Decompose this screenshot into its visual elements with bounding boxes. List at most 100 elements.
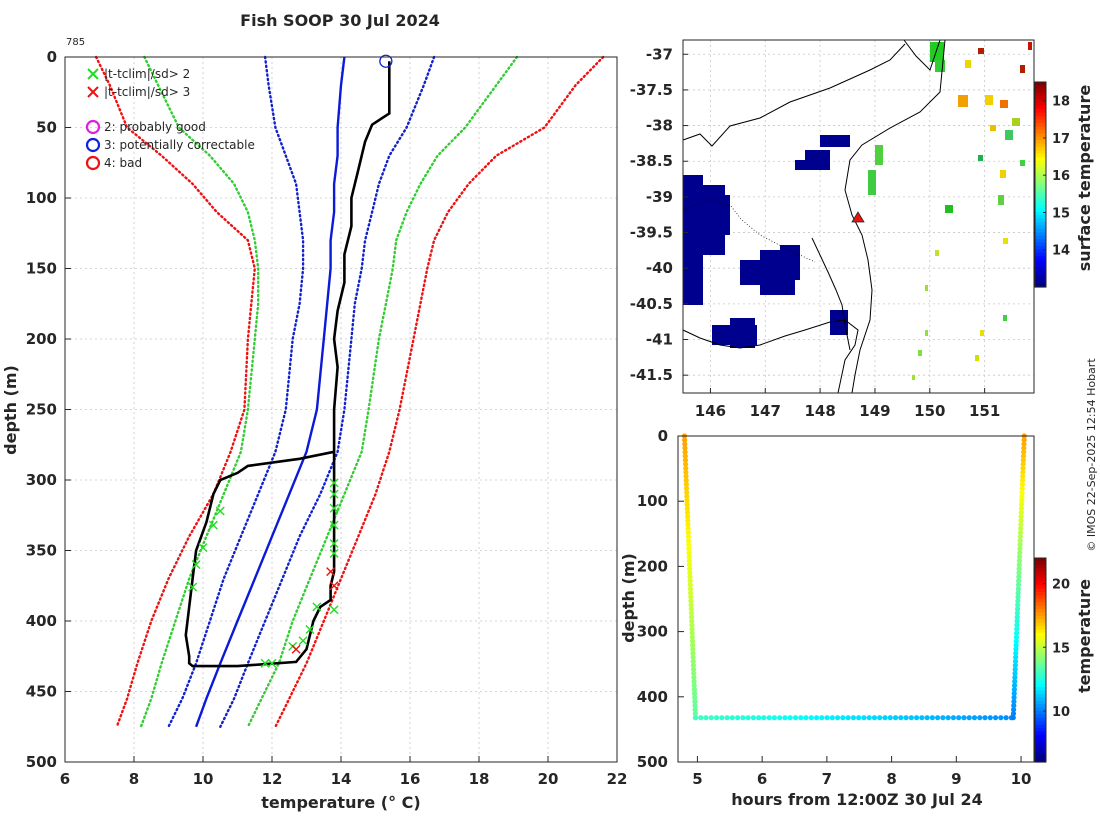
section-dot xyxy=(1011,707,1017,713)
section-ylabel: depth (m) xyxy=(619,553,638,643)
tick-label-y: 400 xyxy=(26,612,57,630)
colorbar-segment xyxy=(1035,187,1046,192)
sst-pixel xyxy=(975,355,979,361)
section-dot xyxy=(692,711,698,717)
section-dot xyxy=(813,715,820,721)
section-dot xyxy=(1011,690,1017,697)
section-dot xyxy=(971,715,978,721)
section-dot xyxy=(688,614,695,620)
section-dot xyxy=(935,715,941,721)
sst-map-panel[interactable]: 146 147 148 149 150 151 -37 -37.5 -38 -38.5 -39 -39… xyxy=(630,39,1094,420)
section-dot xyxy=(913,715,920,721)
colorbar-segment xyxy=(1035,259,1046,264)
map-tick-label-y: -37 xyxy=(646,45,673,63)
map-tick-label-x: 146 xyxy=(695,402,726,420)
colorbar-segment xyxy=(1035,174,1046,179)
map-axes-box xyxy=(682,39,1035,394)
map-colorbar-label: surface temperature xyxy=(1075,85,1094,272)
colorbar-segment xyxy=(1035,246,1046,251)
profile-panel[interactable]: 6 8 10 12 14 16 18 20 22 0 50 100 150 200 250 300 350 400… xyxy=(1,37,627,812)
sst-pixel xyxy=(945,205,953,213)
tick-label-x: 6 xyxy=(60,770,70,788)
series-observed-profile xyxy=(184,61,391,668)
section-dot xyxy=(686,554,692,560)
colorbar-segment xyxy=(1035,269,1046,274)
section-colorbar-segment xyxy=(1035,615,1046,620)
profile-id-label: 785 xyxy=(66,37,85,48)
section-dot xyxy=(690,642,696,648)
section-dot xyxy=(808,715,814,721)
map-tick-label-y: -39 xyxy=(646,188,673,206)
section-dot xyxy=(1016,574,1022,580)
section-dot xyxy=(689,622,695,628)
flag-red-cross xyxy=(326,567,336,577)
flag-green-cross xyxy=(267,658,277,668)
section-dot xyxy=(1011,698,1017,705)
section-dot xyxy=(750,715,756,721)
section-colorbar-segment xyxy=(1035,653,1046,658)
colorbar-segment xyxy=(1035,167,1046,172)
flag-blue-circle xyxy=(379,54,393,68)
colorbar-tick-label: 18 xyxy=(1052,95,1070,110)
sst-pixel xyxy=(990,125,996,131)
section-dot xyxy=(819,715,825,721)
series-clim-3sd xyxy=(94,55,257,728)
tick-label-y: 200 xyxy=(26,330,57,348)
section-dot xyxy=(777,715,783,721)
map-tick-label-x: 148 xyxy=(804,402,835,420)
section-colorbar-segment xyxy=(1035,680,1046,685)
colorbar-segment xyxy=(1035,143,1046,148)
section-dot xyxy=(866,715,872,721)
section-colorbar-segment xyxy=(1035,656,1046,661)
section-dot xyxy=(708,715,714,721)
section-dot xyxy=(1011,702,1017,709)
colorbar-tick-label: 17 xyxy=(1052,132,1070,147)
section-dot xyxy=(1016,570,1022,576)
map-tick-label-y: -39.5 xyxy=(630,224,673,242)
section-dot xyxy=(690,658,696,664)
section-dot xyxy=(690,650,696,656)
section-dot xyxy=(1012,674,1018,681)
colorbar-tick-label: 14 xyxy=(1052,244,1070,259)
section-dot xyxy=(1014,622,1020,628)
section-dot xyxy=(798,715,804,721)
colorbar-segment xyxy=(1035,119,1046,124)
colorbar-frame xyxy=(1034,81,1047,288)
section-colorbar-segment xyxy=(1035,639,1046,644)
section-dot xyxy=(685,533,692,540)
section-dot xyxy=(1013,646,1019,652)
sst-pixel xyxy=(1028,42,1032,50)
colorbar-segment xyxy=(1035,123,1046,128)
section-dot xyxy=(682,453,688,459)
flag-green-cross xyxy=(329,503,339,513)
colorbar-segment xyxy=(1035,109,1046,114)
section-colorbar-segment xyxy=(1035,707,1046,712)
section-colorbar-segment xyxy=(1035,622,1046,627)
series-clim-2sd xyxy=(139,55,260,728)
map-tick-label-y: -40.5 xyxy=(630,295,673,313)
sst-pixel xyxy=(868,170,876,195)
section-dot xyxy=(787,715,793,721)
section-dot xyxy=(684,501,690,508)
section-dot xyxy=(685,521,691,528)
section-colorbar-segment xyxy=(1035,711,1046,715)
section-dot xyxy=(966,715,972,721)
colorbar-segment xyxy=(1035,112,1046,117)
section-dot xyxy=(1019,493,1025,499)
section-colorbar-segment xyxy=(1035,602,1046,607)
section-dot xyxy=(683,481,689,487)
legend-label: 3: potentially correctable xyxy=(104,138,255,152)
section-dot xyxy=(1011,682,1018,689)
section-dot xyxy=(1014,606,1021,612)
section-dot xyxy=(1021,437,1027,443)
section-dot xyxy=(1012,670,1018,677)
colorbar-segment xyxy=(1035,205,1046,210)
section-dot xyxy=(683,477,689,483)
section-dot xyxy=(1016,554,1023,560)
section-dot xyxy=(1014,610,1020,616)
section-dot xyxy=(1011,694,1017,701)
section-dot xyxy=(685,529,691,536)
section-colorbar: 10 15 20 xyxy=(1034,557,1070,763)
section-dot xyxy=(1003,715,1009,721)
